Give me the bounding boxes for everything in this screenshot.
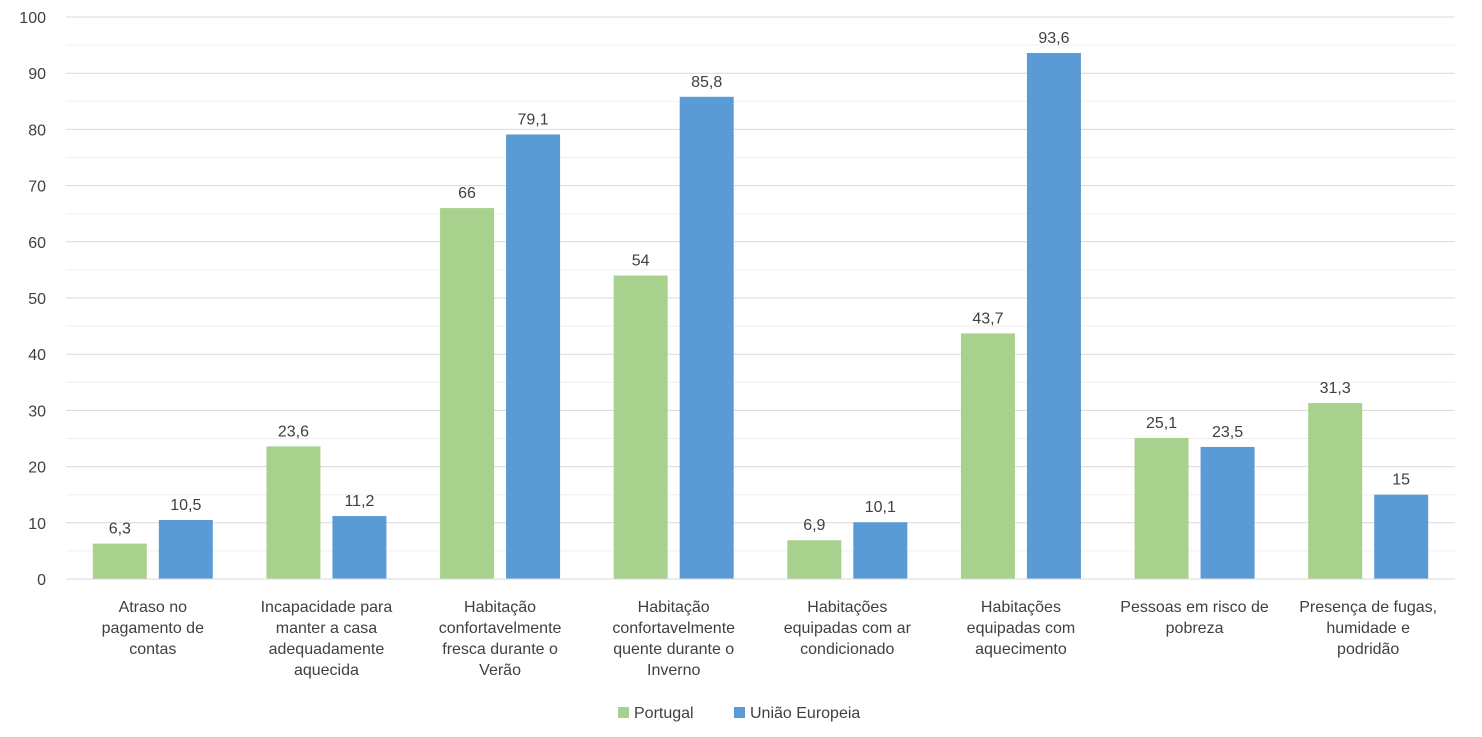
- legend-swatch: [734, 707, 745, 718]
- x-tick-label: Presença de fugas, humidade e podridão: [1299, 599, 1437, 658]
- data-label: 23,6: [278, 423, 309, 440]
- y-tick-label: 10: [28, 516, 46, 533]
- bar-uniao-europeia: [1026, 52, 1081, 579]
- bar-portugal: [960, 333, 1015, 579]
- bars: [92, 52, 1429, 579]
- x-tick-label: Habitação confortavelmente fresca durante …: [439, 599, 562, 679]
- y-axis-ticks: 0 10 20 30 40 50 60 70 80 90 100: [19, 10, 46, 589]
- legend-label: Portugal: [634, 705, 694, 722]
- y-tick-label: 40: [28, 347, 46, 364]
- legend: Portugal União Europeia: [618, 705, 860, 722]
- bar-portugal: [1134, 437, 1189, 579]
- y-tick-label: 50: [28, 291, 46, 308]
- data-label: 10,5: [170, 497, 201, 514]
- bar-uniao-europeia: [332, 516, 387, 579]
- bar-uniao-europeia: [853, 522, 908, 579]
- x-tick-label: Pessoas em risco de pobreza: [1120, 599, 1269, 637]
- data-labels: 6,3 10,5 23,6 11,2 66 79,1 54 85,8 6,9 10,1 43,7 93…: [109, 30, 1411, 538]
- bar-uniao-europeia: [1200, 446, 1255, 579]
- bar-uniao-europeia: [158, 519, 213, 579]
- x-tick-label: Habitações equipadas com ar condicionado: [784, 599, 912, 658]
- x-tick-label: Habitação confortavelmente quente durante …: [612, 599, 735, 679]
- y-tick-label: 80: [28, 122, 46, 139]
- x-tick-label: Habitações equipadas com aquecimento: [967, 599, 1076, 658]
- bar-portugal: [613, 275, 668, 579]
- bar-uniao-europeia: [679, 96, 734, 579]
- data-label: 31,3: [1320, 380, 1351, 397]
- data-label: 93,6: [1038, 30, 1069, 47]
- data-label: 6,9: [803, 517, 825, 534]
- data-label: 11,2: [344, 493, 374, 510]
- y-tick-label: 60: [28, 235, 46, 252]
- bar-portugal: [92, 543, 147, 579]
- data-label: 85,8: [691, 74, 722, 91]
- y-tick-label: 20: [28, 460, 46, 477]
- data-label: 25,1: [1146, 415, 1177, 432]
- y-tick-label: 70: [28, 179, 46, 196]
- bar-portugal: [1308, 403, 1363, 579]
- data-label: 15: [1392, 472, 1410, 489]
- y-tick-label: 90: [28, 66, 46, 83]
- data-label: 54: [632, 253, 650, 270]
- data-label: 10,1: [865, 499, 896, 516]
- bar-portugal: [440, 208, 495, 579]
- x-axis-labels: Atraso no pagamento de contas Incapacidade …: [102, 599, 1437, 679]
- x-tick-label: Incapacidade para manter a casa adequadame…: [261, 599, 393, 679]
- bar-uniao-europeia: [1374, 494, 1429, 579]
- y-tick-label: 100: [19, 10, 46, 27]
- y-tick-label: 0: [37, 572, 46, 589]
- bar-uniao-europeia: [506, 134, 561, 579]
- legend-swatch: [618, 707, 629, 718]
- bar-portugal: [787, 540, 842, 579]
- x-tick-label: Atraso no pagamento de contas: [102, 599, 204, 658]
- data-label: 43,7: [972, 310, 1003, 327]
- data-label: 66: [458, 185, 476, 202]
- data-label: 79,1: [517, 111, 548, 128]
- gridlines: [66, 16, 1455, 552]
- data-label: 23,5: [1212, 424, 1243, 441]
- data-label: 6,3: [109, 521, 131, 538]
- bar-portugal: [266, 446, 321, 579]
- legend-label: União Europeia: [750, 705, 860, 722]
- y-tick-label: 30: [28, 403, 46, 420]
